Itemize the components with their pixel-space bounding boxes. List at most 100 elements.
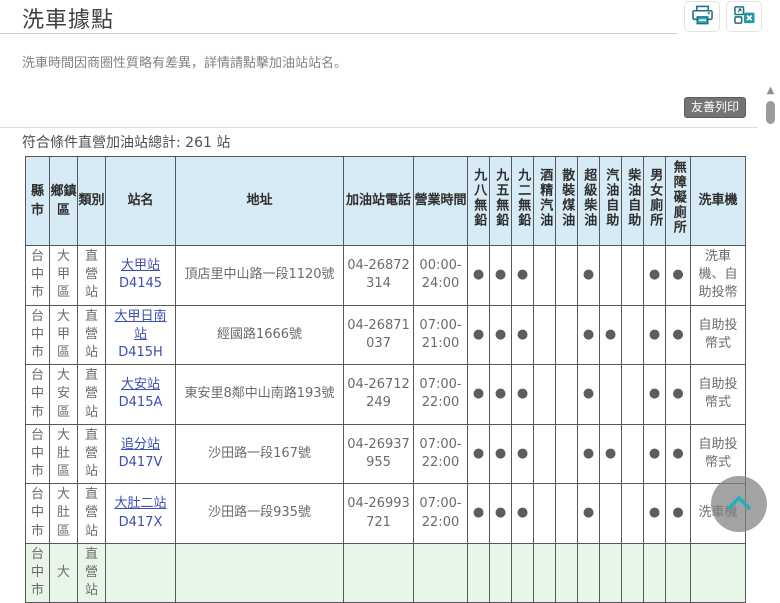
cell-alcohol-gasoline bbox=[533, 483, 556, 544]
service-dot: ● bbox=[648, 386, 661, 402]
cell-diesel-self-service bbox=[621, 483, 644, 544]
cell-phone: 04-26937955 bbox=[343, 423, 414, 485]
cell-98-unleaded: ● bbox=[467, 483, 490, 544]
service-dot: ● bbox=[472, 445, 485, 461]
station-link[interactable]: 大甲日南站 bbox=[114, 308, 167, 342]
cell-bulk-kerosene bbox=[555, 245, 578, 306]
cell-type: 直營站 bbox=[77, 245, 106, 306]
cell-restroom: ● bbox=[643, 364, 666, 425]
cell-station: 大甲日南站 D415H bbox=[105, 304, 176, 366]
cell-diesel-self-service bbox=[621, 423, 644, 485]
cell-wash: 自助投幣式 bbox=[690, 304, 746, 366]
cell-phone: 04-26871037 bbox=[343, 304, 414, 366]
station-code: D4145 bbox=[118, 276, 163, 292]
column-header-car-wash: 洗車機 bbox=[690, 156, 746, 246]
cell-95-unleaded: ● bbox=[489, 364, 512, 425]
service-dot: ● bbox=[472, 386, 485, 402]
service-dot: ● bbox=[582, 505, 595, 521]
cell-95-unleaded: ● bbox=[489, 483, 512, 544]
cell-95-unleaded: ● bbox=[489, 245, 512, 306]
cell-type: 直營站 bbox=[77, 483, 106, 544]
cell-98-unleaded: ● bbox=[467, 364, 490, 425]
service-dot: ● bbox=[494, 445, 507, 461]
cell-type: 直營站 bbox=[77, 542, 106, 603]
cell-gasoline-self-service: ● bbox=[599, 304, 622, 366]
cell-95-unleaded: ● bbox=[489, 423, 512, 485]
cell-phone bbox=[343, 542, 414, 603]
column-header-accessible-restroom: 無障礙廁所 bbox=[665, 156, 691, 246]
cell-98-unleaded: ● bbox=[467, 304, 490, 366]
cell-alcohol-gasoline bbox=[533, 245, 556, 306]
cell-92-unleaded: ● bbox=[511, 483, 534, 544]
column-header-type: 類別 bbox=[77, 156, 106, 246]
cell-bulk-kerosene bbox=[555, 542, 578, 603]
cell-accessible-restroom: ● bbox=[665, 304, 691, 366]
station-link[interactable]: 大安站 bbox=[120, 377, 160, 393]
cell-phone: 04-26993721 bbox=[343, 483, 414, 544]
cell-station bbox=[105, 542, 176, 603]
cell-station: 追分站 D417V bbox=[105, 423, 176, 485]
station-link[interactable]: 追分站 bbox=[120, 436, 160, 452]
excel-export-button[interactable] bbox=[726, 1, 762, 32]
cell-92-unleaded bbox=[511, 542, 534, 603]
cell-address: 沙田路一段935號 bbox=[175, 483, 344, 544]
cell-super-diesel: ● bbox=[577, 304, 600, 366]
column-header-alcohol-gasoline: 酒精汽油 bbox=[533, 156, 556, 246]
cell-county: 台中市 bbox=[25, 304, 50, 366]
service-dot: ● bbox=[672, 326, 684, 342]
service-dot: ● bbox=[604, 445, 617, 461]
cell-diesel-self-service bbox=[621, 245, 644, 306]
station-code: D415H bbox=[118, 344, 163, 360]
station-link[interactable]: 大肚二站 bbox=[114, 496, 167, 512]
service-dot: ● bbox=[604, 326, 617, 342]
cell-district: 大安區 bbox=[49, 364, 78, 425]
service-dot: ● bbox=[672, 445, 684, 461]
cell-alcohol-gasoline bbox=[533, 304, 556, 366]
cell-address: 沙田路一段167號 bbox=[175, 423, 344, 485]
service-dot: ● bbox=[516, 445, 529, 461]
scrollbar-up-arrow-icon[interactable]: ▲ bbox=[766, 85, 775, 96]
cell-restroom: ● bbox=[643, 423, 666, 485]
column-header-95-unleaded: 九五無鉛 bbox=[489, 156, 512, 246]
cell-district: 大肚區 bbox=[49, 483, 78, 544]
cell-bulk-kerosene bbox=[555, 364, 578, 425]
cell-alcohol-gasoline bbox=[533, 364, 556, 425]
service-dot: ● bbox=[516, 386, 529, 402]
cell-address: 經國路1666號 bbox=[175, 304, 344, 366]
column-header-restroom: 男女廁所 bbox=[643, 156, 666, 246]
service-dot: ● bbox=[672, 386, 684, 402]
cell-county: 台中市 bbox=[25, 542, 50, 603]
cell-gasoline-self-service: ● bbox=[599, 423, 622, 485]
print-button[interactable] bbox=[684, 1, 720, 32]
cell-gasoline-self-service bbox=[599, 483, 622, 544]
cell-super-diesel: ● bbox=[577, 423, 600, 485]
page-title: 洗車據點 bbox=[22, 8, 115, 33]
friendly-print-button[interactable]: 友善列印 bbox=[684, 97, 746, 118]
printer-icon bbox=[691, 5, 714, 29]
scrollbar-thumb[interactable] bbox=[766, 101, 775, 124]
cell-county: 台中市 bbox=[25, 483, 50, 544]
cell-98-unleaded: ● bbox=[467, 423, 490, 485]
column-header-address: 地址 bbox=[175, 156, 344, 246]
cell-type: 直營站 bbox=[77, 304, 106, 366]
column-header-diesel-self-service: 柴油自助 bbox=[621, 156, 644, 246]
cell-wash: 自助投幣式 bbox=[690, 364, 746, 425]
back-to-top-button[interactable] bbox=[711, 476, 767, 532]
cell-hours: 07:00-22:00 bbox=[413, 423, 468, 485]
title-divider bbox=[0, 33, 677, 34]
cell-gasoline-self-service bbox=[599, 542, 622, 603]
cell-station: 大肚二站 D417X bbox=[105, 483, 176, 544]
page-scrollbar: ▲ bbox=[764, 86, 777, 124]
station-link[interactable]: 大甲站 bbox=[120, 258, 160, 274]
station-code: D417V bbox=[118, 454, 163, 470]
station-table: 縣市 鄉鎮區 類別 站名 地址 加油站電話 營業時間 九八無鉛 九五無鉛 九二無… bbox=[25, 156, 746, 603]
cell-bulk-kerosene bbox=[555, 304, 578, 366]
cell-district: 大甲區 bbox=[49, 245, 78, 306]
cell-bulk-kerosene bbox=[555, 423, 578, 485]
station-row: 台中市 大肚區 直營站 追分站 D417V 沙田路一段167號 04-26937… bbox=[25, 423, 746, 485]
cell-address: 頂店里中山路一段1120號 bbox=[175, 245, 344, 306]
station-row: 台中市 大肚區 直營站 大肚二站 D417X 沙田路一段935號 04-2699… bbox=[25, 483, 746, 544]
cell-92-unleaded: ● bbox=[511, 423, 534, 485]
service-dot: ● bbox=[672, 267, 684, 283]
service-dot: ● bbox=[516, 326, 529, 342]
